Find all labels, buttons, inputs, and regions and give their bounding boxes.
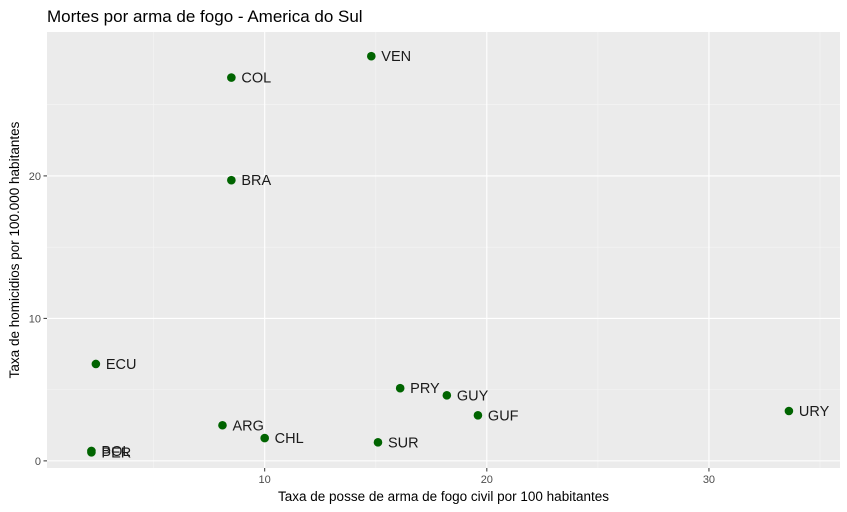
data-label-col: COL bbox=[241, 71, 271, 87]
data-point-bra bbox=[227, 175, 236, 185]
minor-gridlines bbox=[47, 32, 840, 468]
x-axis-title: Taxa de posse de arma de fogo civil por … bbox=[278, 489, 609, 504]
data-point-guf bbox=[473, 410, 483, 420]
data-point-guy bbox=[442, 391, 452, 400]
data-points bbox=[87, 51, 794, 457]
data-point-ury bbox=[784, 406, 794, 416]
data-label-ven: VEN bbox=[381, 49, 411, 65]
data-label-ury: URY bbox=[799, 404, 830, 420]
data-label-bra: BRA bbox=[241, 173, 271, 189]
data-label-bol: BOL bbox=[101, 444, 130, 460]
y-axis: 0 10 20 bbox=[29, 171, 47, 468]
chart-title: Mortes por arma de fogo - America do Sul bbox=[47, 7, 363, 26]
data-label-sur: SUR bbox=[388, 435, 419, 451]
data-point-per bbox=[87, 448, 96, 457]
data-label-guy: GUY bbox=[457, 388, 489, 404]
data-point-arg bbox=[218, 420, 227, 430]
data-label-ecu: ECU bbox=[106, 357, 137, 373]
data-label-guf: GUF bbox=[488, 408, 519, 424]
x-axis: 10 20 30 bbox=[259, 468, 715, 486]
data-label-per: PER bbox=[101, 445, 131, 461]
plot-panel bbox=[47, 32, 840, 468]
x-tick-label: 30 bbox=[703, 474, 715, 486]
data-point-sur bbox=[373, 438, 383, 447]
y-tick-label: 20 bbox=[29, 171, 41, 183]
y-tick-label: 10 bbox=[29, 313, 41, 325]
data-point-ven bbox=[367, 51, 376, 61]
y-axis-title: Taxa de homicidios por 100.000 habitante… bbox=[7, 121, 22, 378]
data-point-chl bbox=[260, 433, 269, 443]
data-label-pry: PRY bbox=[410, 381, 440, 397]
x-tick-label: 10 bbox=[259, 474, 271, 486]
data-label-arg: ARG bbox=[232, 418, 263, 434]
data-point-ecu bbox=[91, 359, 101, 369]
data-point-pry bbox=[395, 383, 405, 393]
data-point-col bbox=[227, 73, 236, 82]
data-label-chl: CHL bbox=[275, 431, 304, 447]
x-tick-label: 20 bbox=[481, 474, 493, 486]
y-tick-label: 0 bbox=[35, 456, 41, 468]
major-gridlines bbox=[47, 32, 840, 468]
